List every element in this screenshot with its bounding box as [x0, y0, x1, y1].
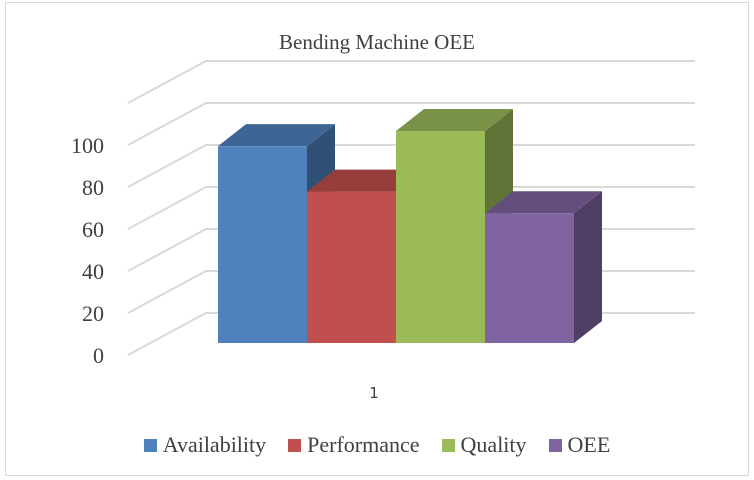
legend-item-oee: OEE [548, 432, 611, 458]
gridline [127, 186, 695, 230]
y-tick-label: 40 [82, 259, 104, 284]
legend-label-quality: Quality [460, 432, 527, 457]
bar-availability [218, 146, 307, 343]
legend-swatch-availability [143, 438, 157, 452]
gridline [127, 60, 695, 104]
bar-side-oee [574, 191, 602, 343]
legend-swatch-oee [548, 438, 562, 452]
x-tick-label: 1 [369, 384, 379, 402]
y-tick-label: 80 [82, 175, 104, 200]
y-tick-label: 20 [82, 301, 104, 326]
gridline [127, 144, 695, 188]
legend-item-availability: Availability [143, 432, 267, 458]
legend-swatch-performance [288, 438, 302, 452]
legend-item-performance: Performance [288, 432, 420, 458]
bar-top-quality [396, 109, 513, 132]
gridline [127, 102, 695, 146]
legend-label-availability: Availability [162, 432, 267, 457]
legend-swatch-quality [441, 438, 455, 452]
y-tick-label: 0 [93, 343, 104, 368]
bar-performance [307, 191, 396, 343]
bar-top-availability [218, 124, 335, 147]
y-tick-label: 60 [82, 217, 104, 242]
legend-label-performance: Performance [307, 432, 420, 457]
bar-top-oee [485, 191, 602, 214]
bar-oee [485, 213, 574, 343]
chart-title: Bending Machine OEE [279, 30, 475, 54]
legend-label-oee: OEE [567, 432, 611, 457]
chart-legend: Availability Performance Quality OEE [0, 432, 754, 458]
bar-quality [396, 131, 485, 343]
y-tick-label: 100 [71, 133, 104, 158]
legend-item-quality: Quality [441, 432, 527, 458]
bar-top-performance [307, 169, 424, 192]
